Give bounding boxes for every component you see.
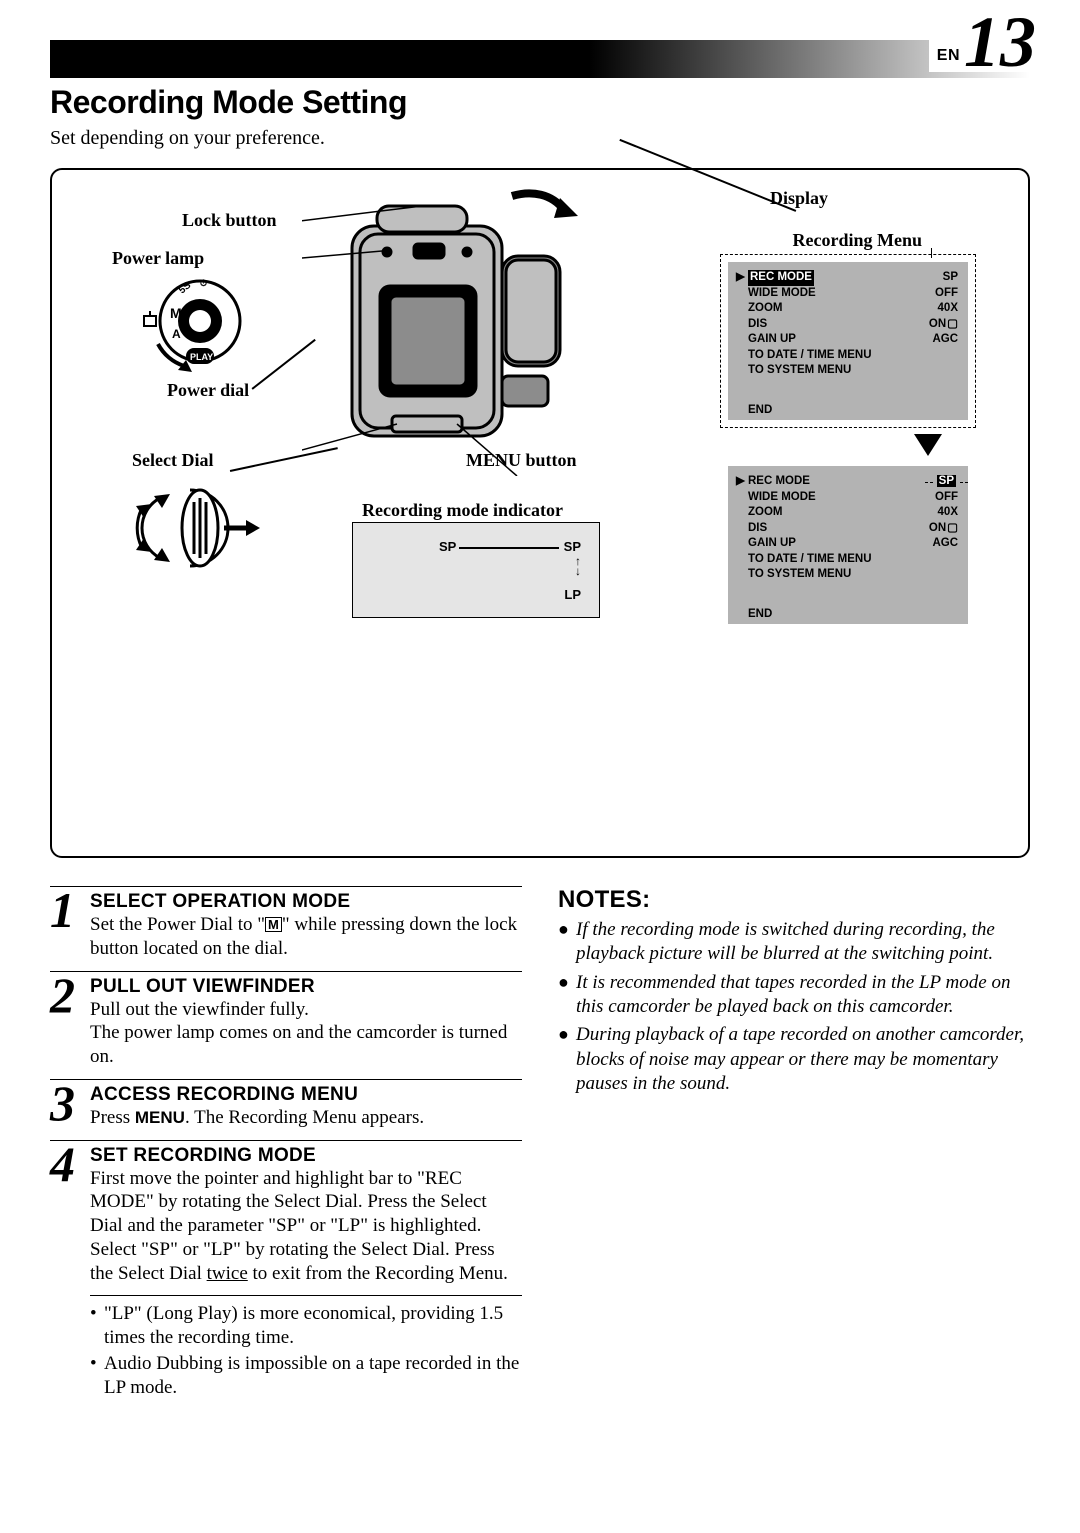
indicator-sp-right: SP [564,539,581,554]
svg-text:⏱: ⏱ [200,278,207,288]
step-title: SET RECORDING MODE [90,1145,522,1167]
steps-column: 1 SELECT OPERATION MODE Set the Power Di… [50,886,522,1401]
step-4-bullets: •"LP" (Long Play) is more economical, pr… [90,1295,522,1399]
label-recording-indicator: Recording mode indicator [362,500,563,521]
page-number: EN 13 [929,14,1036,72]
step-number: 3 [50,1082,90,1130]
note-item: ●During playback of a tape recorded on a… [558,1023,1030,1096]
bullet-item: •"LP" (Long Play) is more economical, pr… [90,1302,522,1350]
power-dial-icon: 5S ⏱ M A PLAY PLAY [142,266,252,376]
indicator-lp: LP [564,587,581,602]
label-lock-button: Lock button [182,210,277,231]
svg-text:PLAY: PLAY [190,352,213,362]
note-item: ●If the recording mode is switched durin… [558,918,1030,967]
step-title: ACCESS RECORDING MENU [90,1084,522,1106]
step-1: 1 SELECT OPERATION MODE Set the Power Di… [50,886,522,961]
step-text: Set the Power Dial to "M" while pressing… [90,913,522,961]
recording-menu-screen-2: ▶REC MODESP WIDE MODEOFF ZOOM40X DISON ▢… [728,466,968,624]
svg-text:M: M [170,305,182,321]
step-number: 1 [50,889,90,961]
select-dial-icon [130,480,260,580]
m-icon: M [265,917,282,932]
indicator-arrows-icon: ↑↓ [575,557,581,576]
menu-dashed-frame [720,254,976,428]
bullet-item: •Audio Dubbing is impossible on a tape r… [90,1352,522,1400]
step-number: 2 [50,974,90,1069]
step-2: 2 PULL OUT VIEWFINDER Pull out the viewf… [50,971,522,1069]
label-power-dial: Power dial [167,380,249,401]
svg-text:A: A [172,327,181,341]
notes-column: NOTES: ●If the recording mode is switche… [558,886,1030,1401]
page-subtitle: Set depending on your preference. [50,127,1030,150]
content-columns: 1 SELECT OPERATION MODE Set the Power Di… [50,886,1030,1401]
step-title: PULL OUT VIEWFINDER [90,976,522,998]
step-text: First move the pointer and highlight bar… [90,1167,522,1286]
step-text: Press MENU. The Recording Menu appears. [90,1106,522,1130]
page-title: Recording Mode Setting [50,84,1030,121]
page-lang: EN [937,47,960,64]
down-arrow-icon [914,434,942,456]
notes-title: NOTES: [558,886,1030,914]
note-item: ●It is recommended that tapes recorded i… [558,971,1030,1020]
diagram-container: Lock button Power lamp Power dial Select… [50,168,1030,858]
page-num: 13 [964,2,1036,82]
label-display: Display [770,188,828,209]
label-recording-menu: Recording Menu [793,230,923,251]
step-4: 4 SET RECORDING MODE First move the poin… [50,1140,522,1286]
recording-mode-indicator-box: SP SP ↑↓ LP [352,522,600,618]
step-text: Pull out the viewfinder fully. The power… [90,998,522,1069]
step-number: 4 [50,1143,90,1286]
label-select-dial: Select Dial [132,450,213,471]
camcorder-illustration [302,186,602,476]
header-bar: EN 13 [50,40,1030,78]
step-3: 3 ACCESS RECORDING MENU Press MENU. The … [50,1079,522,1130]
indicator-sp-left: SP [439,539,456,554]
step-title: SELECT OPERATION MODE [90,891,522,913]
